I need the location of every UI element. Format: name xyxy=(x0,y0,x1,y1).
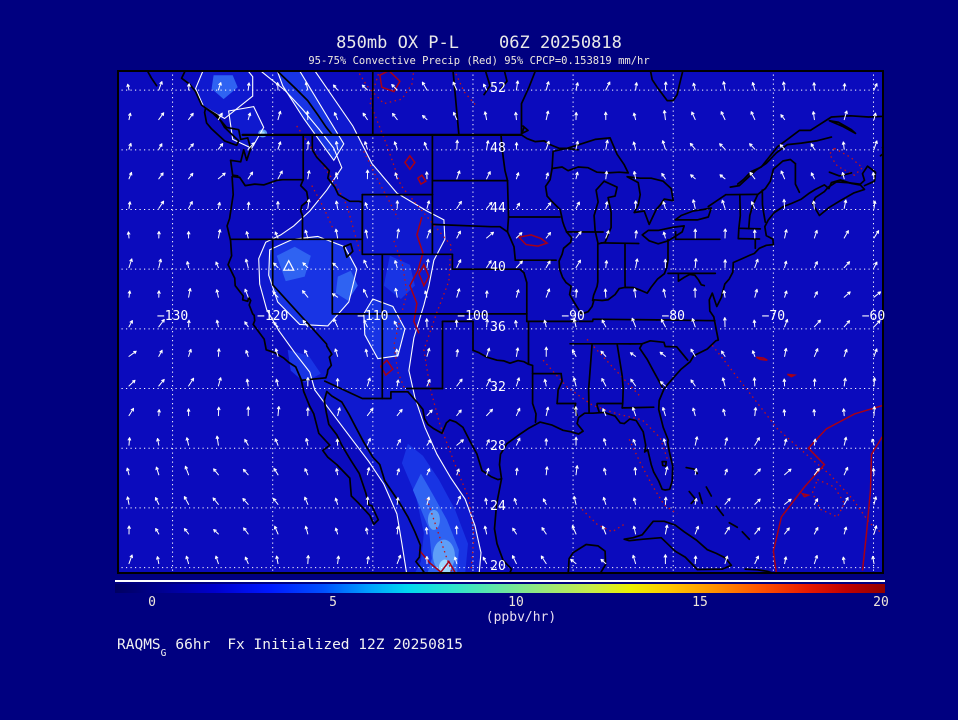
lon-label: −90 xyxy=(561,309,585,324)
lat-label: 28 xyxy=(490,439,506,455)
site-marker-triangle xyxy=(282,259,295,271)
colorbar-topline xyxy=(115,580,885,582)
figure-title-row: 850mb OX P-L 06Z 20250818 xyxy=(0,33,958,53)
lon-label: −130 xyxy=(156,309,189,324)
footer-forecast-hours: 66hr xyxy=(175,637,211,653)
footer-model: RAQMS xyxy=(117,637,161,653)
title-variable: 850mb OX P-L xyxy=(336,33,459,53)
lon-label: −80 xyxy=(661,309,685,324)
colorbar-tick-label: 20 xyxy=(873,595,889,610)
map-plot xyxy=(117,70,884,574)
colorbar-tick-label: 5 xyxy=(329,595,337,610)
colorbar-tick-label: 0 xyxy=(148,595,156,610)
lat-label: 48 xyxy=(490,140,506,156)
lon-label: −110 xyxy=(357,309,389,324)
lat-label: 20 xyxy=(490,558,506,574)
figure-footer: RAQMSG 66hr Fx Initialized 12Z 20250815 xyxy=(117,637,464,659)
lon-label: −100 xyxy=(457,309,489,324)
wind-vectors xyxy=(126,80,882,565)
colorbar-unit-text: (ppbv/hr) xyxy=(485,610,557,625)
lat-label: 24 xyxy=(490,498,506,514)
footer-model-subscript: G xyxy=(160,647,167,659)
footer-init-text: Fx Initialized 12Z 20250815 xyxy=(227,637,464,653)
figure-subtitle: 95-75% Convective Precip (Red) 95% CPCP=… xyxy=(308,55,650,67)
lon-label: −120 xyxy=(257,309,289,324)
lat-label: 52 xyxy=(490,81,506,97)
lat-label: 32 xyxy=(490,379,506,395)
colorbar-tick-label: 10 xyxy=(508,595,524,610)
title-datetime: 06Z 20250818 xyxy=(499,33,622,53)
lon-label: −60 xyxy=(861,309,886,324)
lat-label: 40 xyxy=(490,260,506,276)
lat-label: 36 xyxy=(490,319,506,335)
lat-label: 44 xyxy=(490,200,506,216)
colorbar-gradient xyxy=(115,584,885,593)
colorbar-unit-label: (ppbv/hr) xyxy=(0,610,958,625)
colorbar-tick-label: 15 xyxy=(692,595,708,610)
lon-label: −70 xyxy=(761,309,786,324)
